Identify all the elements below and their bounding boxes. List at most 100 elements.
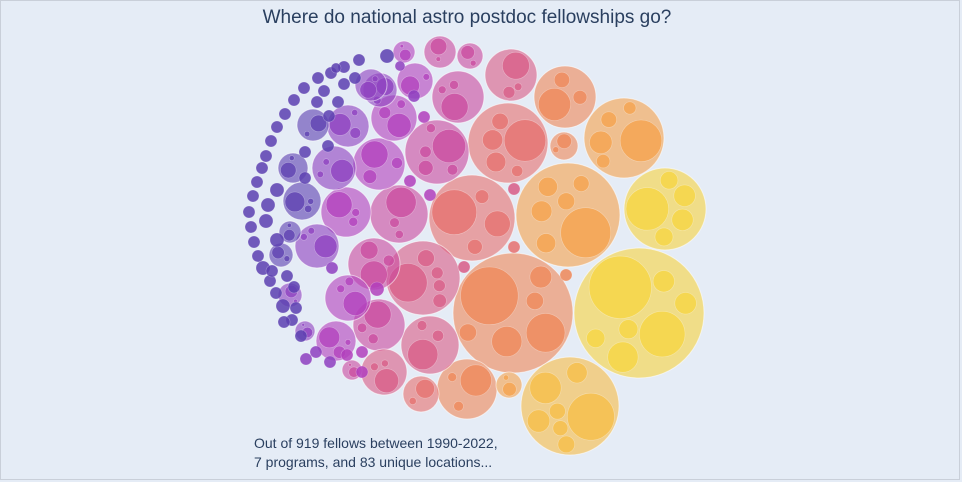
program-bubble (530, 200, 553, 222)
program-bubble (371, 75, 379, 83)
program-bubble (527, 409, 551, 433)
location-dot (287, 280, 301, 294)
program-bubble (359, 81, 377, 99)
location-dot (403, 174, 417, 188)
program-bubble (449, 80, 459, 90)
program-bubble (370, 362, 379, 371)
location-dot (260, 197, 276, 213)
program-bubble (283, 255, 291, 262)
program-bubble (304, 131, 311, 138)
location-dot (457, 260, 471, 274)
location-dot (311, 71, 325, 85)
location-dot (265, 264, 279, 278)
program-bubble (552, 146, 560, 153)
program-bubble (367, 333, 379, 345)
program-bubble (607, 341, 639, 373)
location-dot (246, 189, 260, 203)
program-bubble (673, 184, 696, 207)
program-bubble (618, 319, 639, 340)
program-bubble (307, 227, 315, 235)
program-bubble (482, 129, 504, 151)
program-bubble (399, 44, 404, 49)
program-bubble (556, 133, 572, 149)
location-dot (258, 213, 274, 229)
program-bubble (349, 127, 361, 139)
program-bubble (432, 129, 466, 164)
program-bubble (286, 222, 292, 228)
program-bubble (283, 229, 296, 242)
program-bubble (474, 189, 490, 204)
program-bubble (394, 229, 404, 239)
location-dot (310, 95, 324, 109)
program-bubble (459, 364, 492, 397)
program-bubble (374, 368, 399, 394)
program-bubble (596, 154, 611, 169)
location-dot (355, 365, 369, 379)
program-bubble (284, 191, 306, 213)
program-bubble (438, 85, 447, 95)
program-bubble (446, 164, 459, 176)
location-dot (379, 48, 395, 64)
program-bubble (572, 90, 588, 105)
program-bubble (567, 392, 615, 441)
program-bubble (529, 265, 552, 289)
location-dot (317, 84, 331, 98)
program-bubble (432, 329, 444, 342)
program-bubble (408, 397, 417, 405)
program-bubble (566, 362, 588, 384)
location-dot (259, 149, 273, 163)
program-bubble (432, 293, 447, 308)
location-dot (297, 81, 311, 95)
program-bubble (322, 158, 330, 166)
program-bubble (491, 112, 509, 130)
program-bubble (431, 266, 444, 280)
program-bubble (671, 208, 694, 231)
program-bubble (552, 420, 569, 437)
location-dot (264, 134, 278, 148)
location-dot (270, 120, 284, 134)
program-bubble (386, 113, 412, 138)
program-bubble (288, 155, 295, 161)
program-bubble (467, 239, 483, 255)
program-bubble (316, 170, 324, 178)
program-bubble (389, 217, 400, 228)
program-bubble (623, 101, 637, 115)
program-bubble (470, 59, 477, 67)
location-dot (323, 355, 337, 369)
program-bubble (399, 48, 412, 61)
program-bubble (336, 284, 345, 293)
program-bubble (344, 339, 352, 346)
program-bubble (304, 204, 313, 213)
program-bubble (659, 171, 679, 190)
location-dot (299, 352, 313, 366)
program-bubble (391, 157, 403, 169)
program-bubble (357, 322, 368, 333)
location-dot (255, 161, 269, 175)
program-bubble (417, 249, 435, 267)
program-bubble (589, 130, 613, 154)
program-bubble (654, 227, 674, 247)
program-bubble (300, 233, 308, 241)
location-dot (331, 95, 345, 109)
program-bubble (503, 119, 547, 162)
location-dot (337, 77, 351, 91)
location-dot (369, 281, 385, 297)
location-dot (340, 348, 354, 362)
location-dot (507, 182, 521, 196)
program-bubble (382, 254, 395, 267)
program-bubble (588, 255, 652, 319)
program-bubble (381, 359, 389, 368)
location-dot (507, 240, 521, 254)
program-bubble (572, 175, 590, 192)
program-bubble (407, 339, 439, 370)
program-bubble (549, 402, 566, 420)
location-dot (417, 110, 431, 124)
location-dot (278, 107, 292, 121)
location-dot (244, 220, 258, 234)
location-dot (352, 53, 366, 67)
program-bubble (415, 379, 435, 399)
program-bubble (435, 56, 441, 62)
annotation-line-1: Out of 919 fellows between 1990-2022, (254, 435, 498, 451)
